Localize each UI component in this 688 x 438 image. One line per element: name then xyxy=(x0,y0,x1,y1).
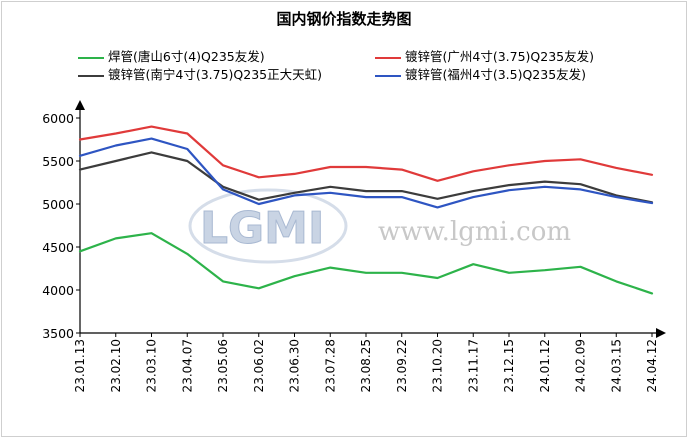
series-line-1 xyxy=(78,232,654,295)
legend-swatch-4 xyxy=(375,74,401,77)
legend-label-2: 镀锌管(广州4寸(3.75)Q235友发) xyxy=(405,49,594,64)
watermark: LGMI www.lgmi.com xyxy=(188,188,571,264)
x-tick-label: 23.11.17 xyxy=(466,339,480,392)
watermark-url: www.lgmi.com xyxy=(378,217,571,247)
series-line-3 xyxy=(78,151,654,204)
x-tick-label: 23.09.22 xyxy=(395,339,409,392)
axes: 3500 4000 4500 5000 5500 6000 23.01.13 23.02.10… xyxy=(42,100,666,392)
x-tick-label: 23.10.20 xyxy=(431,339,445,392)
legend-label-4: 镀锌管(福州4寸(3.5)Q235友发) xyxy=(405,67,587,82)
x-tick-label: 24.01.12 xyxy=(538,339,552,392)
x-tick-label: 23.06.02 xyxy=(252,339,266,392)
legend-item-1: 焊管(唐山6寸(4)Q235友发) xyxy=(78,46,265,65)
y-tick-label: 6000 xyxy=(42,111,74,126)
x-tick-label: 24.03.15 xyxy=(609,339,623,392)
legend-swatch-2 xyxy=(375,56,401,59)
legend-label-3: 镀锌管(南宁4寸(3.75)Q235正大天虹) xyxy=(108,67,322,82)
x-tick-label: 23.02.10 xyxy=(109,339,123,392)
x-tick-label: 23.08.25 xyxy=(359,339,373,392)
x-tick-label: 23.04.07 xyxy=(180,339,194,392)
x-tick-label: 23.07.28 xyxy=(323,339,337,392)
watermark-ring xyxy=(188,188,348,264)
legend-label-1: 焊管(唐山6寸(4)Q235友发) xyxy=(108,49,265,64)
watermark-logo: LGMI xyxy=(200,203,324,254)
x-tick-label: 24.02.09 xyxy=(574,339,588,392)
series-line-4 xyxy=(78,137,654,209)
x-tick-label: 23.05.06 xyxy=(216,339,230,392)
x-axis-arrow xyxy=(656,328,666,338)
y-tick-label: 4000 xyxy=(42,283,74,298)
chart-title: 国内钢价指数走势图 xyxy=(276,10,412,28)
y-tick-label: 5500 xyxy=(42,154,74,169)
legend-swatch-1 xyxy=(78,56,104,59)
series-lines xyxy=(78,125,654,295)
x-tick-label: 23.01.13 xyxy=(73,339,87,392)
x-tick-label: 23.06.30 xyxy=(288,339,302,392)
legend-item-4: 镀锌管(福州4寸(3.5)Q235友发) xyxy=(375,64,586,83)
x-tick-label: 23.03.10 xyxy=(145,339,159,392)
legend-item-3: 镀锌管(南宁4寸(3.75)Q235正大天虹) xyxy=(78,64,322,83)
y-tick-label: 4500 xyxy=(42,240,74,255)
x-tick-label: 24.04.12 xyxy=(645,339,659,392)
y-tick-label: 5000 xyxy=(42,197,74,212)
legend-swatch-3 xyxy=(78,74,104,77)
y-axis-arrow xyxy=(75,100,85,110)
series-line-2 xyxy=(78,125,654,182)
x-tick-label: 23.12.15 xyxy=(502,339,516,392)
legend-item-2: 镀锌管(广州4寸(3.75)Q235友发) xyxy=(375,46,594,65)
y-tick-label: 3500 xyxy=(42,326,74,341)
